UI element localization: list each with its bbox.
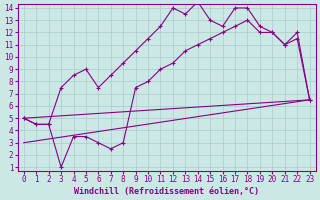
X-axis label: Windchill (Refroidissement éolien,°C): Windchill (Refroidissement éolien,°C) [74, 187, 259, 196]
